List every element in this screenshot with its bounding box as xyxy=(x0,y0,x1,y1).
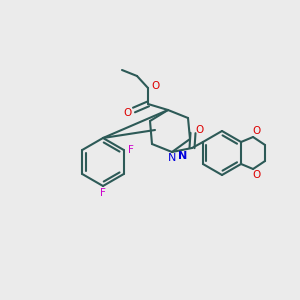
Text: O: O xyxy=(252,170,260,180)
Text: O: O xyxy=(152,81,160,91)
Text: O: O xyxy=(252,126,260,136)
Text: F: F xyxy=(100,188,106,198)
Text: N: N xyxy=(178,151,188,161)
Text: N: N xyxy=(168,153,176,163)
Text: O: O xyxy=(123,108,131,118)
Text: F: F xyxy=(128,145,134,155)
Text: O: O xyxy=(196,125,204,135)
